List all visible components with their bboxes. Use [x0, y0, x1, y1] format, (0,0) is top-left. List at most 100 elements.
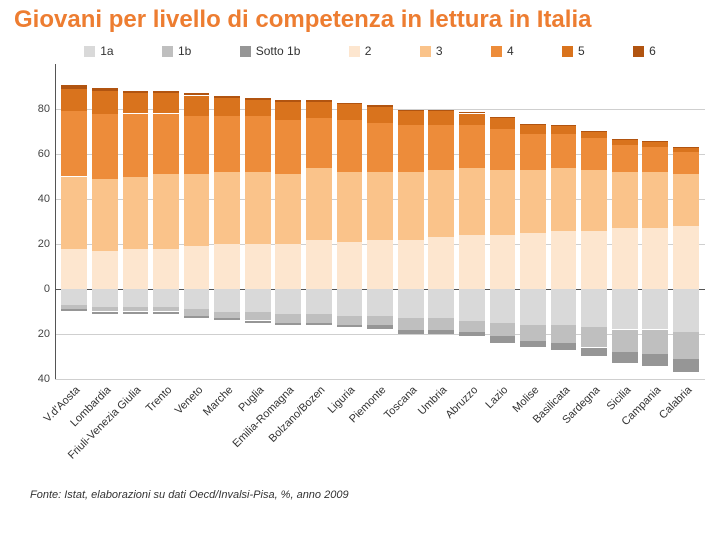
- bar-segment: [245, 312, 271, 321]
- bar-segment: [275, 244, 301, 289]
- legend-item: 4: [491, 44, 514, 58]
- bar-segment: [398, 240, 424, 290]
- bar: [396, 64, 425, 379]
- bar-segment: [551, 343, 577, 350]
- bar-segment: [184, 246, 210, 289]
- bar-segment: [214, 96, 240, 98]
- bar-segment: [367, 172, 393, 240]
- bar: [121, 64, 150, 379]
- bar-segment: [520, 170, 546, 233]
- bar-segment: [275, 289, 301, 314]
- bar-segment: [92, 179, 118, 251]
- bar: [672, 64, 701, 379]
- bar-segment: [214, 318, 240, 320]
- bar-segment: [275, 174, 301, 244]
- chart-title: Giovani per livello di competenza in let…: [0, 0, 720, 38]
- bar-segment: [520, 125, 546, 134]
- bar-segment: [520, 134, 546, 170]
- bar-segment: [459, 332, 485, 336]
- bar-segment: [459, 289, 485, 321]
- bar-segment: [673, 332, 699, 359]
- bar-segment: [459, 321, 485, 332]
- legend-swatch: [162, 46, 173, 57]
- bar-segment: [245, 321, 271, 323]
- bar: [580, 64, 609, 379]
- legend: 1a1bSotto 1b23456: [0, 38, 720, 64]
- bar-segment: [153, 174, 179, 248]
- bar-segment: [337, 103, 363, 105]
- bar-segment: [520, 233, 546, 289]
- bar-segment: [551, 134, 577, 168]
- legend-swatch: [84, 46, 95, 57]
- bar-segment: [367, 325, 393, 329]
- bar-segment: [275, 314, 301, 323]
- bar-segment: [123, 114, 149, 177]
- legend-item: Sotto 1b: [240, 44, 301, 58]
- bar-segment: [245, 172, 271, 244]
- bar-segment: [153, 312, 179, 314]
- legend-label: 2: [365, 44, 372, 58]
- bar-segment: [337, 104, 363, 120]
- bar-segment: [612, 352, 638, 363]
- legend-label: 1b: [178, 44, 191, 58]
- bar-segment: [520, 325, 546, 341]
- legend-item: 3: [420, 44, 443, 58]
- bar: [182, 64, 211, 379]
- bar-segment: [612, 145, 638, 172]
- bar-segment: [123, 93, 149, 113]
- bar-segment: [612, 139, 638, 145]
- bar: [519, 64, 548, 379]
- bar-segment: [153, 114, 179, 175]
- bar-segment: [123, 177, 149, 249]
- bar-segment: [551, 126, 577, 134]
- bar-segment: [642, 142, 668, 148]
- bar-segment: [551, 289, 577, 325]
- bar-segment: [306, 118, 332, 168]
- bar-segment: [490, 118, 516, 129]
- bar-segment: [123, 289, 149, 307]
- legend-swatch: [633, 46, 644, 57]
- bar-segment: [459, 235, 485, 289]
- bar-segment: [428, 170, 454, 238]
- legend-swatch: [420, 46, 431, 57]
- bar-segment: [337, 172, 363, 242]
- bar-segment: [367, 107, 393, 123]
- bar: [458, 64, 487, 379]
- bar-segment: [123, 312, 149, 314]
- stacked-bar-chart: 0204060802040: [55, 64, 705, 379]
- bar-segment: [367, 316, 393, 325]
- bar-segment: [490, 336, 516, 343]
- bar-segment: [92, 88, 118, 91]
- bar-segment: [642, 289, 668, 329]
- bar-segment: [214, 244, 240, 289]
- bar-segment: [520, 289, 546, 325]
- bar-segment: [61, 249, 87, 289]
- bar-segment: [673, 152, 699, 175]
- bar-segment: [61, 309, 87, 311]
- bar-segment: [275, 323, 301, 325]
- bar-segment: [214, 289, 240, 312]
- bar-segment: [398, 125, 424, 172]
- bar-segment: [398, 330, 424, 334]
- bar: [152, 64, 181, 379]
- bar-segment: [398, 111, 424, 125]
- bar-segment: [581, 327, 607, 347]
- bar-segment: [214, 312, 240, 319]
- bar-segment: [490, 129, 516, 169]
- y-tick-label: 20: [25, 328, 50, 340]
- bar-segment: [459, 125, 485, 168]
- bar-segment: [581, 231, 607, 290]
- bar: [305, 64, 334, 379]
- bar-segment: [612, 289, 638, 329]
- legend-item: 1b: [162, 44, 191, 58]
- bar-segment: [520, 124, 546, 125]
- bar-segment: [61, 89, 87, 112]
- bar-segment: [184, 96, 210, 116]
- bar-segment: [398, 318, 424, 329]
- bar-segment: [551, 325, 577, 343]
- bar-segment: [428, 110, 454, 111]
- bar-segment: [61, 111, 87, 176]
- bar-segment: [459, 114, 485, 125]
- bar: [60, 64, 89, 379]
- legend-label: Sotto 1b: [256, 44, 301, 58]
